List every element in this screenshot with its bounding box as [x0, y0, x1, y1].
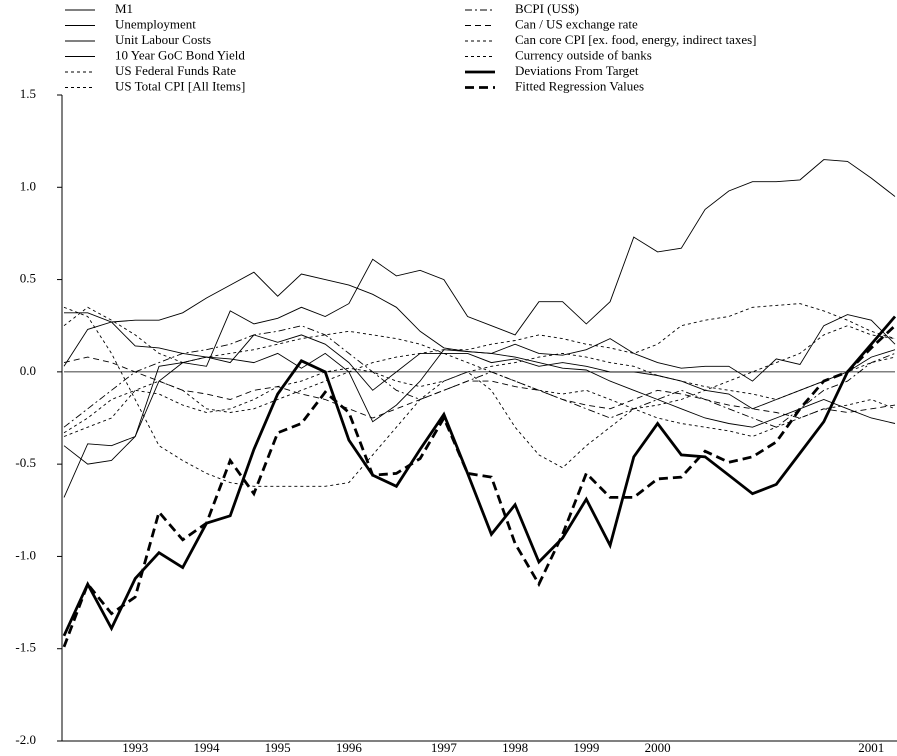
y-tick-label: -0.5	[15, 455, 36, 470]
series-line	[62, 315, 897, 637]
x-tick-label: 1996	[336, 740, 363, 755]
legend-label: Can core CPI [ex. food, energy, indirect…	[515, 32, 757, 47]
legend-label: Fitted Regression Values	[515, 78, 644, 93]
legend-label: Unit Labour Costs	[115, 32, 211, 47]
series-line	[64, 271, 896, 428]
x-tick-label: 2001	[858, 740, 884, 755]
y-tick-label: 1.5	[20, 86, 36, 101]
legend-label: US Federal Funds Rate	[115, 63, 236, 78]
y-tick-label: 0.5	[20, 271, 36, 286]
series-line	[63, 352, 896, 434]
legend-label: Can / US exchange rate	[515, 16, 638, 31]
series-line	[63, 314, 896, 465]
y-tick-label: 1.0	[20, 178, 36, 193]
legend-label: US Total CPI [All Items]	[115, 78, 245, 93]
series-line	[63, 325, 896, 428]
x-tick-label: 1999	[573, 740, 599, 755]
y-tick-label: 0.0	[20, 363, 36, 378]
series-line	[63, 159, 896, 498]
legend-label: Currency outside of banks	[515, 47, 652, 62]
legend-label: Unemployment	[115, 16, 196, 31]
y-tick-label: -1.5	[15, 640, 36, 655]
series-line	[63, 306, 896, 437]
x-tick-label: 1997	[431, 740, 458, 755]
series-line	[62, 324, 896, 648]
y-tick-label: -1.0	[15, 547, 36, 562]
legend-label: BCPI (US$)	[515, 1, 579, 16]
legend-label: 10 Year GoC Bond Yield	[115, 47, 245, 62]
x-tick-label: 1993	[122, 740, 148, 755]
legend-label: Deviations From Target	[515, 63, 639, 78]
series-line	[63, 303, 896, 437]
x-tick-label: 2000	[645, 740, 671, 755]
legend-label: M1	[115, 1, 133, 16]
x-tick-label: 1998	[502, 740, 528, 755]
series-line	[63, 306, 896, 487]
series-line	[63, 321, 896, 410]
x-tick-label: 1994	[193, 740, 220, 755]
y-tick-label: -2.0	[15, 732, 36, 747]
x-tick-label: 1995	[265, 740, 291, 755]
series-line	[63, 356, 896, 419]
